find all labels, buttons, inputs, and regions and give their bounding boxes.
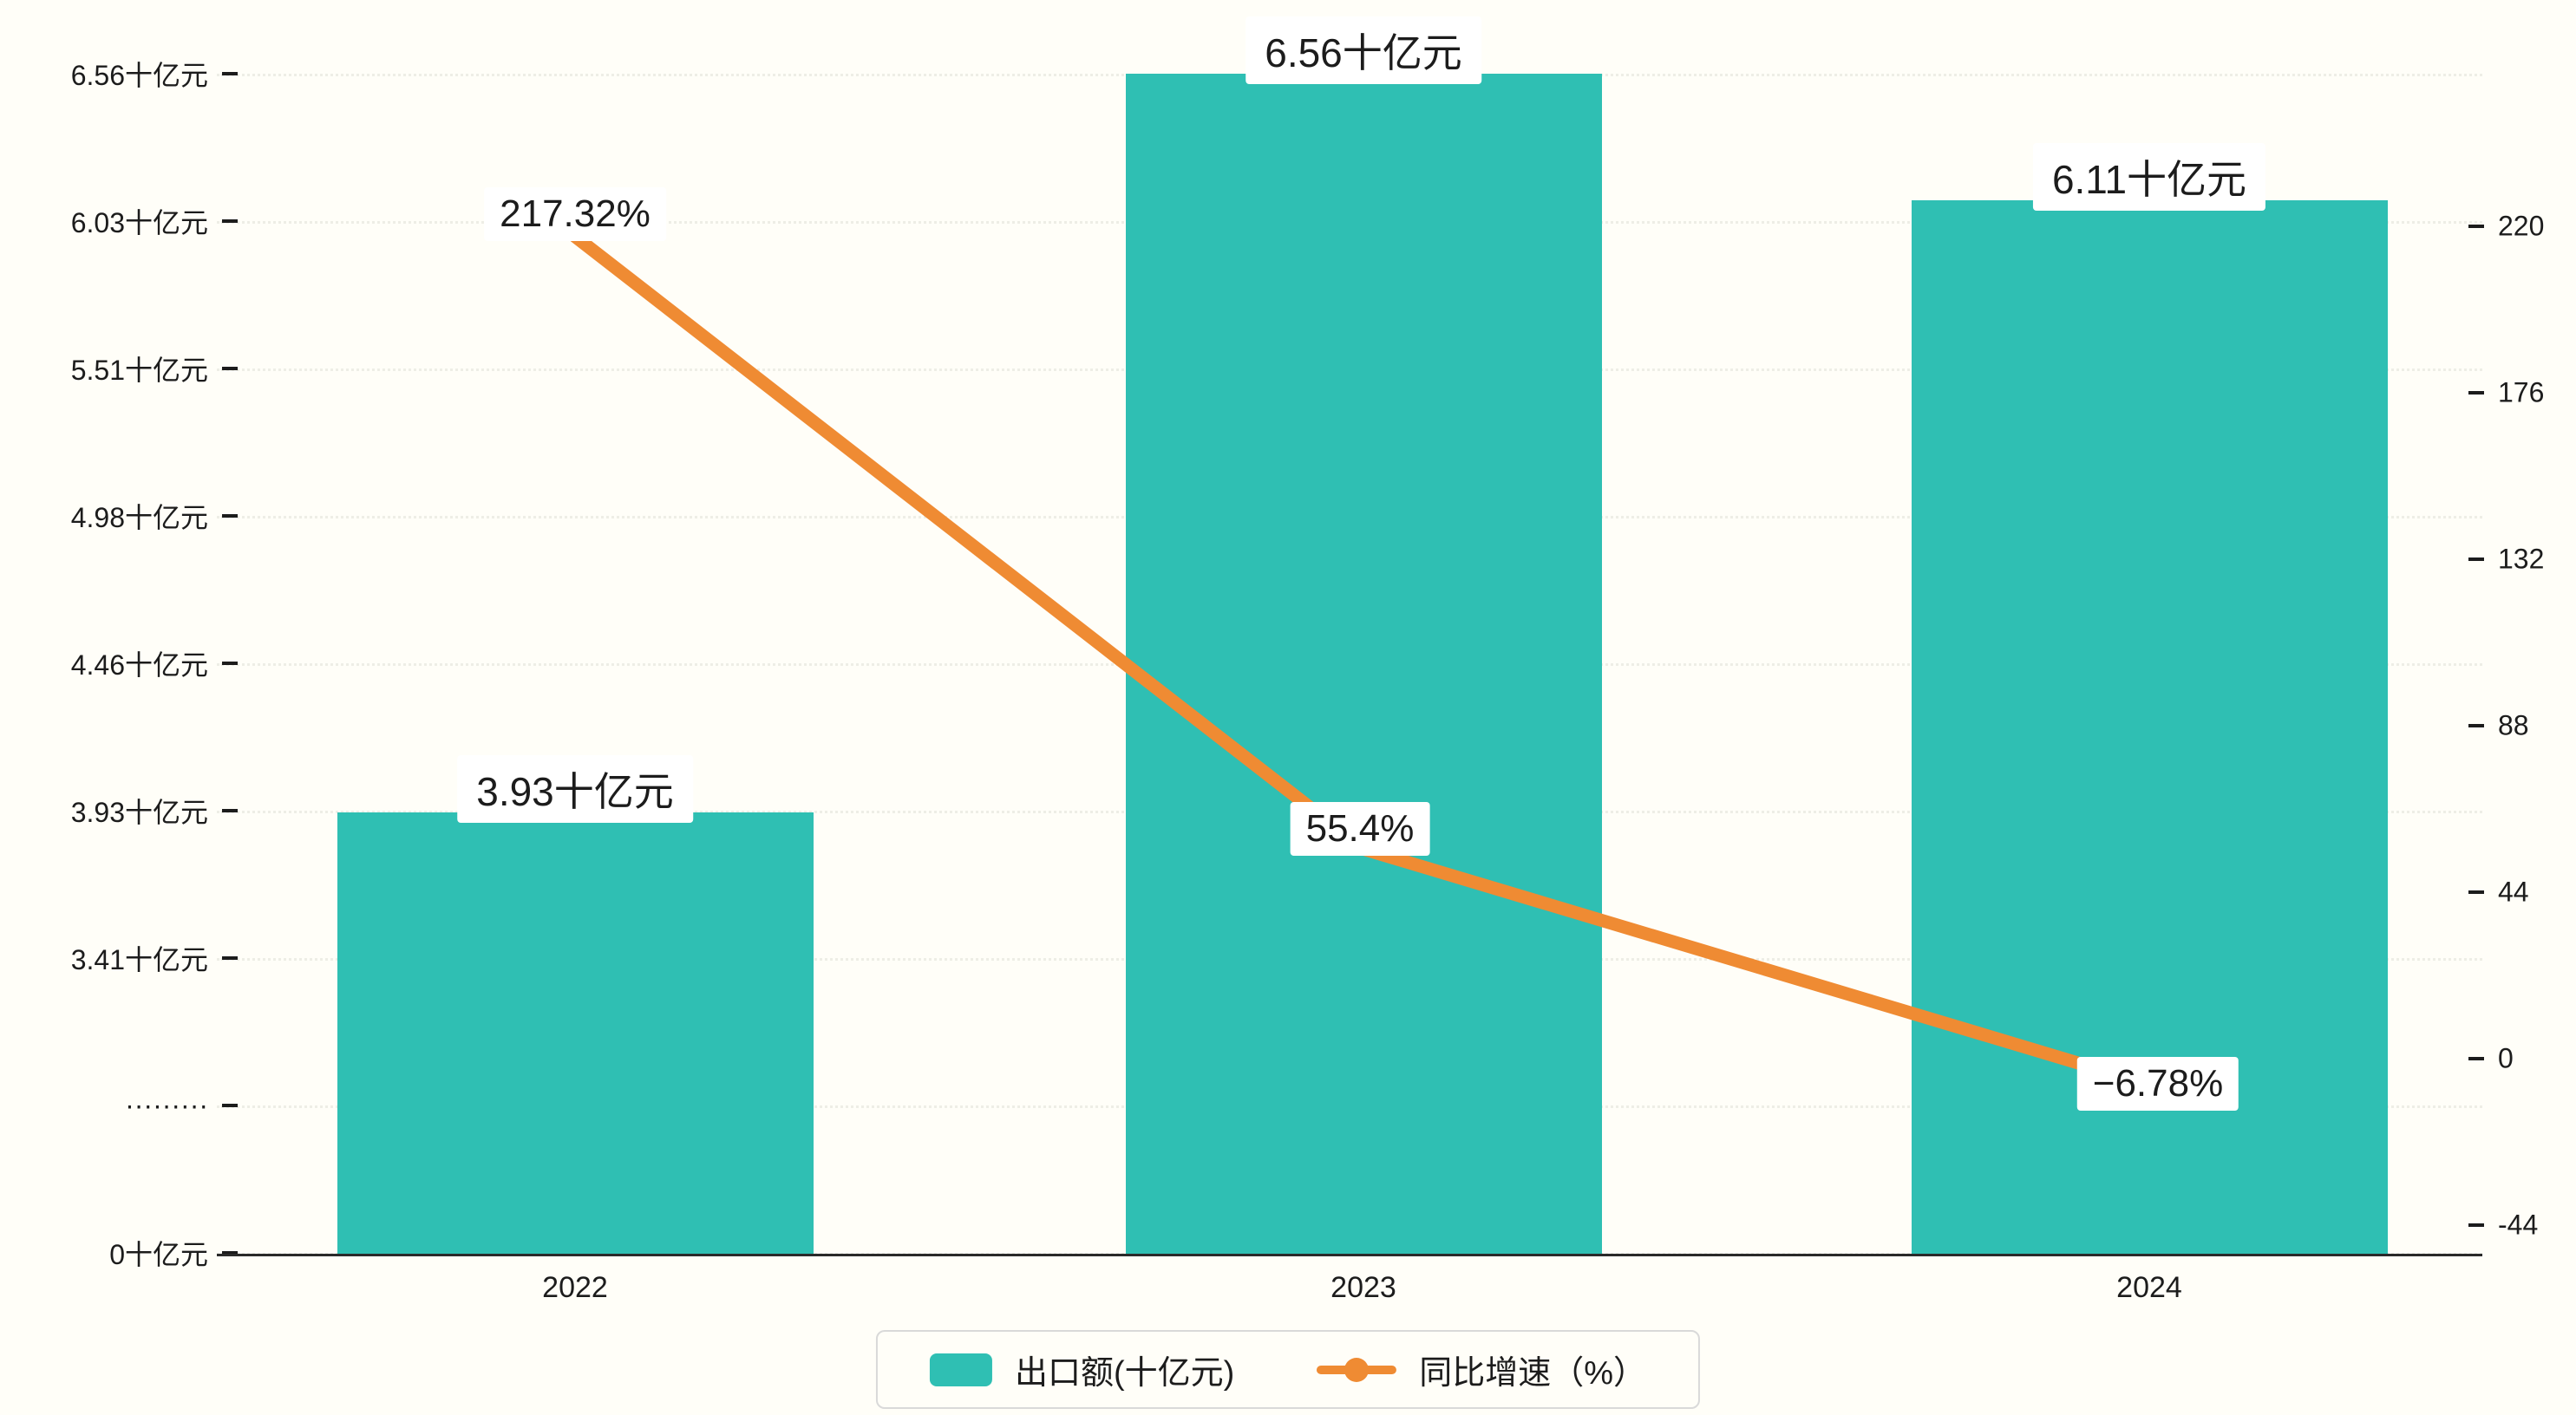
left-axis-tick-label: 4.46十亿元 [70, 649, 208, 681]
left-axis-tick-mark [222, 72, 238, 75]
left-axis-tick-label: 6.03十亿元 [70, 207, 208, 238]
x-axis-label-2024: 2024 [2116, 1271, 2182, 1304]
right-axis-tick-mark [2468, 890, 2484, 894]
export-bar-2023[interactable] [1125, 74, 1602, 1254]
left-axis-tick-label: 4.98十亿元 [70, 502, 208, 533]
right-axis-tick-label: 88 [2498, 709, 2529, 741]
right-axis-tick-label: 44 [2498, 876, 2529, 908]
x-axis-label-2022: 2022 [542, 1271, 608, 1304]
right-axis-tick-mark [2468, 724, 2484, 727]
bar-value-label-2023: 6.56十亿元 [1246, 16, 1481, 84]
left-axis-tick-mark [222, 1104, 238, 1107]
left-axis-tick-label: 6.56十亿元 [70, 60, 208, 91]
bar-value-label-2022: 3.93十亿元 [457, 754, 693, 823]
left-axis-tick-label: 0十亿元 [109, 1239, 208, 1270]
right-axis-tick-mark [2468, 391, 2484, 395]
left-axis-tick-label: 5.51十亿元 [70, 355, 208, 386]
legend-label-growth: 同比增速（%） [1419, 1355, 1647, 1392]
right-axis-tick-label: 176 [2498, 376, 2545, 408]
left-axis-tick-mark [222, 1251, 238, 1255]
right-axis-tick-label: -44 [2498, 1209, 2539, 1241]
left-axis-tick-mark [222, 219, 238, 223]
legend-label-export: 出口额(十亿元) [1014, 1355, 1235, 1392]
legend: 出口额(十亿元) 同比增速（%） [875, 1330, 1701, 1409]
bar-series-swatch [929, 1353, 992, 1386]
growth-value-label-2024: −6.78% [2076, 1056, 2239, 1111]
growth-value-label-2022: 217.32% [484, 186, 666, 241]
growth-value-label-2023: 55.4% [1290, 802, 1430, 857]
x-axis-line [217, 1254, 2482, 1256]
left-axis-tick-mark [222, 956, 238, 960]
right-axis-tick-mark [2468, 558, 2484, 561]
right-axis-tick-label: 0 [2498, 1042, 2514, 1074]
x-axis-label-2023: 2023 [1330, 1271, 1396, 1304]
legend-item-growth[interactable]: 同比增速（%） [1317, 1346, 1646, 1393]
left-axis-tick-mark [222, 367, 238, 370]
right-axis-tick-mark [2468, 1057, 2484, 1060]
left-axis-tick-mark [222, 514, 238, 518]
left-axis-tick-label: 3.93十亿元 [70, 797, 208, 828]
right-axis-tick-mark [2468, 1223, 2484, 1227]
line-series-swatch [1317, 1357, 1397, 1382]
export-bar-2022[interactable] [337, 812, 814, 1254]
line-series-dot [1344, 1357, 1370, 1382]
left-axis-tick-label: ········· [125, 1089, 208, 1121]
left-axis-tick-mark [222, 809, 238, 812]
right-axis-tick-label: 220 [2498, 210, 2545, 242]
left-axis-tick-mark [222, 662, 238, 665]
right-axis-tick-label: 132 [2498, 543, 2545, 575]
legend-item-export[interactable]: 出口额(十亿元) [929, 1346, 1235, 1393]
left-axis-tick-label: 3.41十亿元 [70, 944, 208, 975]
right-axis-tick-mark [2468, 225, 2484, 228]
bar-value-label-2024: 6.11十亿元 [2032, 142, 2266, 211]
